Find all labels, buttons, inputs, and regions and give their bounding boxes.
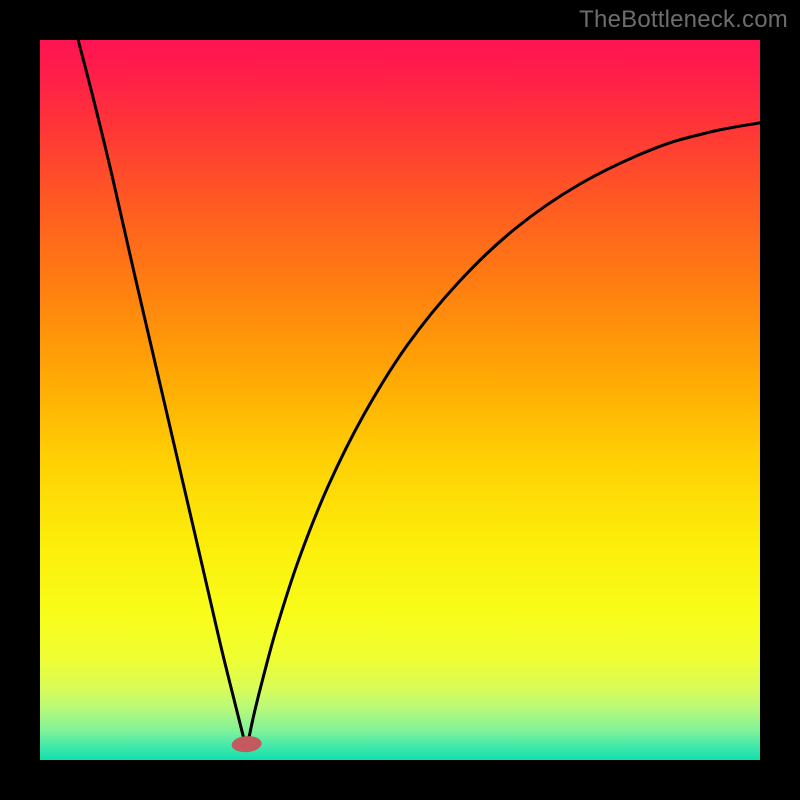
plot-svg (40, 40, 760, 760)
watermark-text: TheBottleneck.com (579, 6, 788, 34)
chart-frame: TheBottleneck.com (0, 0, 800, 800)
plot-area (40, 40, 760, 760)
